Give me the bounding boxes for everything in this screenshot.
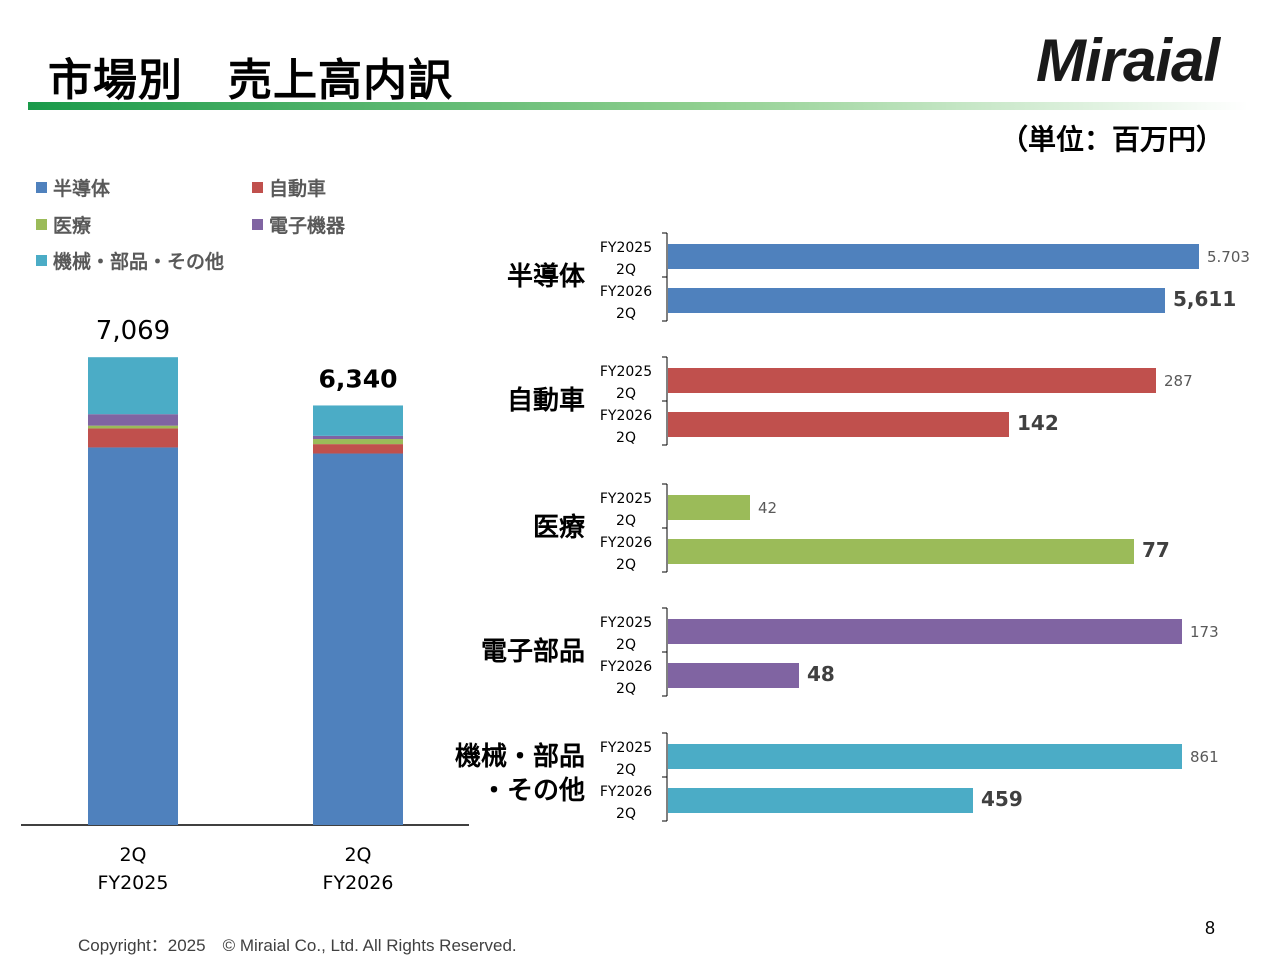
horizontal-bar xyxy=(668,539,1134,564)
legend-label: 半導体 xyxy=(53,178,111,200)
period-label: 2Q xyxy=(616,513,636,529)
stacked-bar-segment xyxy=(313,453,403,825)
period-label: 2Q xyxy=(616,637,636,653)
period-label: FY2026 xyxy=(600,284,652,300)
legend-label: 機械・部品・その他 xyxy=(53,251,225,273)
legend-swatch xyxy=(36,182,47,193)
horizontal-bar xyxy=(668,412,1009,437)
legend-label: 電子機器 xyxy=(269,215,346,237)
category-label: 医療 xyxy=(533,513,586,543)
horizontal-bar xyxy=(668,244,1199,269)
period-label: FY2026 xyxy=(600,659,652,675)
total-label: 6,340 xyxy=(318,364,397,393)
category-label: 電子部品 xyxy=(481,637,585,667)
category-label: 機械・部品 xyxy=(455,742,585,772)
horizontal-bar xyxy=(668,663,799,688)
copyright-footer: Copyright：2025 © Miraial Co., Ltd. All R… xyxy=(78,936,517,955)
legend-item: 自動車 xyxy=(252,174,326,201)
legend-swatch xyxy=(252,182,263,193)
legend-label: 自動車 xyxy=(269,178,327,200)
total-label: 7,069 xyxy=(96,316,170,346)
period-label: 2Q xyxy=(616,681,636,697)
period-label: FY2025 xyxy=(600,615,652,631)
legend-swatch xyxy=(36,255,47,266)
period-label: FY2026 xyxy=(600,535,652,551)
horizontal-bar xyxy=(668,368,1156,393)
period-label: FY2025 xyxy=(600,740,652,756)
period-label: 2Q xyxy=(616,262,636,278)
legend-item: 電子機器 xyxy=(252,211,345,238)
bar-value-label: 861 xyxy=(1190,748,1219,766)
period-label: 2Q xyxy=(616,806,636,822)
period-label: FY2025 xyxy=(600,240,652,256)
stacked-bar-segment xyxy=(313,405,403,436)
category-label: 自動車 xyxy=(507,385,585,416)
bar-value-label: 142 xyxy=(1017,411,1059,435)
stacked-bar-segment xyxy=(88,357,178,415)
bar-value-label: 42 xyxy=(758,499,777,517)
horizontal-bar xyxy=(668,288,1165,313)
bar-value-label: 5,611 xyxy=(1173,287,1236,311)
period-label: FY2026 xyxy=(600,408,652,424)
miraial-logo: Miraial xyxy=(1036,27,1220,94)
legend: 半導体 自動車 医療 電子機器 機械・部品・その他 xyxy=(36,174,396,274)
period-label: 2Q xyxy=(616,762,636,778)
horizontal-bar xyxy=(668,619,1182,644)
period-label: 2Q xyxy=(616,306,636,322)
x-tick-label: 2Q xyxy=(344,844,371,866)
period-label: 2Q xyxy=(616,430,636,446)
stacked-bar-segment xyxy=(88,447,178,825)
x-tick-label: 2Q xyxy=(119,844,146,866)
horizontal-bar xyxy=(668,788,973,813)
horizontal-bar xyxy=(668,495,750,520)
stacked-bar-segment xyxy=(88,425,178,429)
legend-item: 医療 xyxy=(36,211,91,238)
x-tick-label: FY2026 xyxy=(323,872,394,894)
page-title: 市場別 売上高内訳 xyxy=(48,55,453,106)
title-underline xyxy=(28,102,1248,110)
period-label: FY2026 xyxy=(600,784,652,800)
period-label: 2Q xyxy=(616,557,636,573)
bar-value-label: 5.703 xyxy=(1207,248,1250,266)
bar-value-label: 287 xyxy=(1164,372,1193,390)
stacked-bar-segment xyxy=(313,439,403,445)
legend-item: 半導体 xyxy=(36,174,110,201)
unit-label: （単位：百万円） xyxy=(1000,123,1225,156)
legend-label: 医療 xyxy=(53,215,92,237)
stacked-bar-segment xyxy=(88,428,178,448)
stacked-bar-segment xyxy=(313,435,403,440)
legend-item: 機械・部品・その他 xyxy=(36,247,224,274)
page-number: 8 xyxy=(1205,918,1216,938)
legend-swatch xyxy=(36,219,47,230)
x-tick-label: FY2025 xyxy=(98,872,169,894)
bar-value-label: 77 xyxy=(1142,538,1170,562)
bar-value-label: 48 xyxy=(807,662,835,686)
period-label: FY2025 xyxy=(600,364,652,380)
stacked-bar-segment xyxy=(88,414,178,426)
stacked-bar-segment xyxy=(313,444,403,454)
bar-value-label: 173 xyxy=(1190,623,1219,641)
bar-value-label: 459 xyxy=(981,787,1023,811)
legend-swatch xyxy=(252,219,263,230)
category-label: 半導体 xyxy=(507,261,586,292)
category-label: ・その他 xyxy=(481,776,585,806)
period-label: 2Q xyxy=(616,386,636,402)
period-label: FY2025 xyxy=(600,491,652,507)
horizontal-bar xyxy=(668,744,1182,769)
